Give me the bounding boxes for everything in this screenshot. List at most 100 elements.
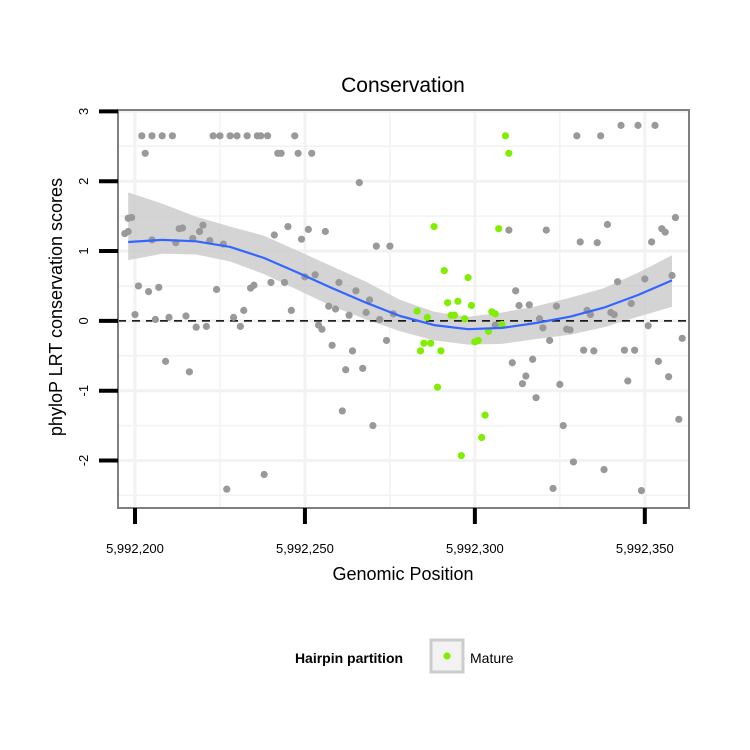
other-point — [151, 315, 159, 324]
mature-point — [495, 225, 503, 233]
other-point — [597, 132, 605, 140]
other-point — [529, 355, 537, 363]
x-tick-label: 5,992,300 — [446, 541, 504, 556]
mature-point — [444, 299, 452, 307]
other-point — [590, 347, 598, 355]
other-point — [144, 287, 153, 296]
panel-border — [117, 109, 690, 509]
other-point — [155, 283, 163, 291]
other-point — [369, 422, 377, 430]
other-point — [573, 132, 581, 140]
other-point — [617, 121, 625, 129]
other-point — [124, 227, 132, 236]
other-point — [338, 407, 346, 415]
other-point — [243, 132, 251, 140]
y-tick-label: 1 — [76, 247, 91, 254]
other-point — [661, 228, 669, 236]
other-point — [620, 346, 629, 354]
other-point — [270, 231, 278, 239]
other-point — [291, 132, 299, 140]
other-point — [202, 322, 210, 331]
mature-point — [450, 311, 459, 319]
mature-point — [505, 149, 513, 157]
other-point — [559, 422, 567, 430]
other-point — [223, 485, 231, 493]
other-point — [158, 132, 166, 140]
other-point — [165, 313, 173, 321]
mature-point — [440, 266, 448, 275]
mature-point — [474, 336, 482, 345]
other-point — [192, 323, 200, 331]
other-point — [134, 282, 142, 290]
y-tick-label: 3 — [76, 108, 91, 115]
gridlines — [118, 109, 689, 508]
other-point — [593, 239, 601, 247]
mature-point — [491, 310, 499, 318]
mature-point — [501, 132, 510, 140]
other-point — [580, 346, 588, 354]
other-point — [376, 315, 384, 324]
y-tick-label: 0 — [76, 317, 91, 324]
confidence-ribbon — [128, 192, 672, 345]
other-point — [651, 121, 659, 129]
mature-point — [498, 320, 506, 328]
other-point — [668, 271, 676, 280]
mature-point — [430, 223, 438, 231]
other-point — [304, 225, 312, 233]
other-point — [233, 132, 241, 140]
data-points — [121, 121, 686, 495]
other-point — [522, 372, 530, 380]
other-point — [552, 302, 561, 310]
other-point — [321, 227, 329, 236]
chart-title: Conservation — [341, 74, 465, 97]
other-point — [382, 336, 391, 345]
other-point — [631, 346, 639, 354]
y-tick-label: 2 — [76, 178, 91, 185]
other-point — [311, 271, 319, 279]
other-point — [141, 149, 149, 157]
other-point — [614, 278, 622, 286]
other-point — [641, 275, 649, 283]
other-point — [678, 334, 686, 342]
mature-point — [420, 339, 428, 347]
loess-smooth-line — [128, 238, 673, 331]
other-point — [355, 179, 363, 187]
other-point — [549, 484, 557, 493]
other-point — [131, 310, 139, 319]
mature-point — [461, 315, 469, 323]
other-point — [654, 357, 663, 365]
legend-title: Hairpin partition — [295, 650, 403, 666]
other-point — [624, 377, 632, 385]
other-point — [372, 242, 380, 250]
other-point — [287, 306, 295, 314]
other-point — [161, 357, 170, 365]
other-point — [297, 235, 306, 243]
other-point — [525, 301, 533, 309]
other-point — [280, 278, 289, 287]
other-point — [182, 312, 190, 320]
other-point — [178, 224, 187, 232]
smooth-trend-line — [128, 238, 673, 331]
other-point — [345, 311, 353, 319]
other-point — [250, 281, 258, 289]
other-point — [199, 221, 207, 229]
other-point — [362, 308, 370, 317]
other-point — [634, 121, 642, 129]
y-axis-title: phyloP LRT conservation scores — [46, 178, 66, 436]
other-point — [515, 301, 523, 310]
other-point — [386, 242, 394, 250]
other-point — [535, 315, 544, 323]
other-point — [359, 364, 367, 372]
other-point — [277, 149, 285, 157]
other-point — [168, 132, 176, 140]
other-point — [263, 132, 272, 140]
other-point — [229, 313, 238, 321]
other-point — [569, 458, 578, 466]
other-point — [610, 310, 618, 319]
other-point — [491, 321, 499, 329]
other-point — [644, 322, 652, 330]
other-point — [331, 305, 340, 313]
other-point — [546, 336, 554, 345]
mature-point — [416, 347, 425, 355]
